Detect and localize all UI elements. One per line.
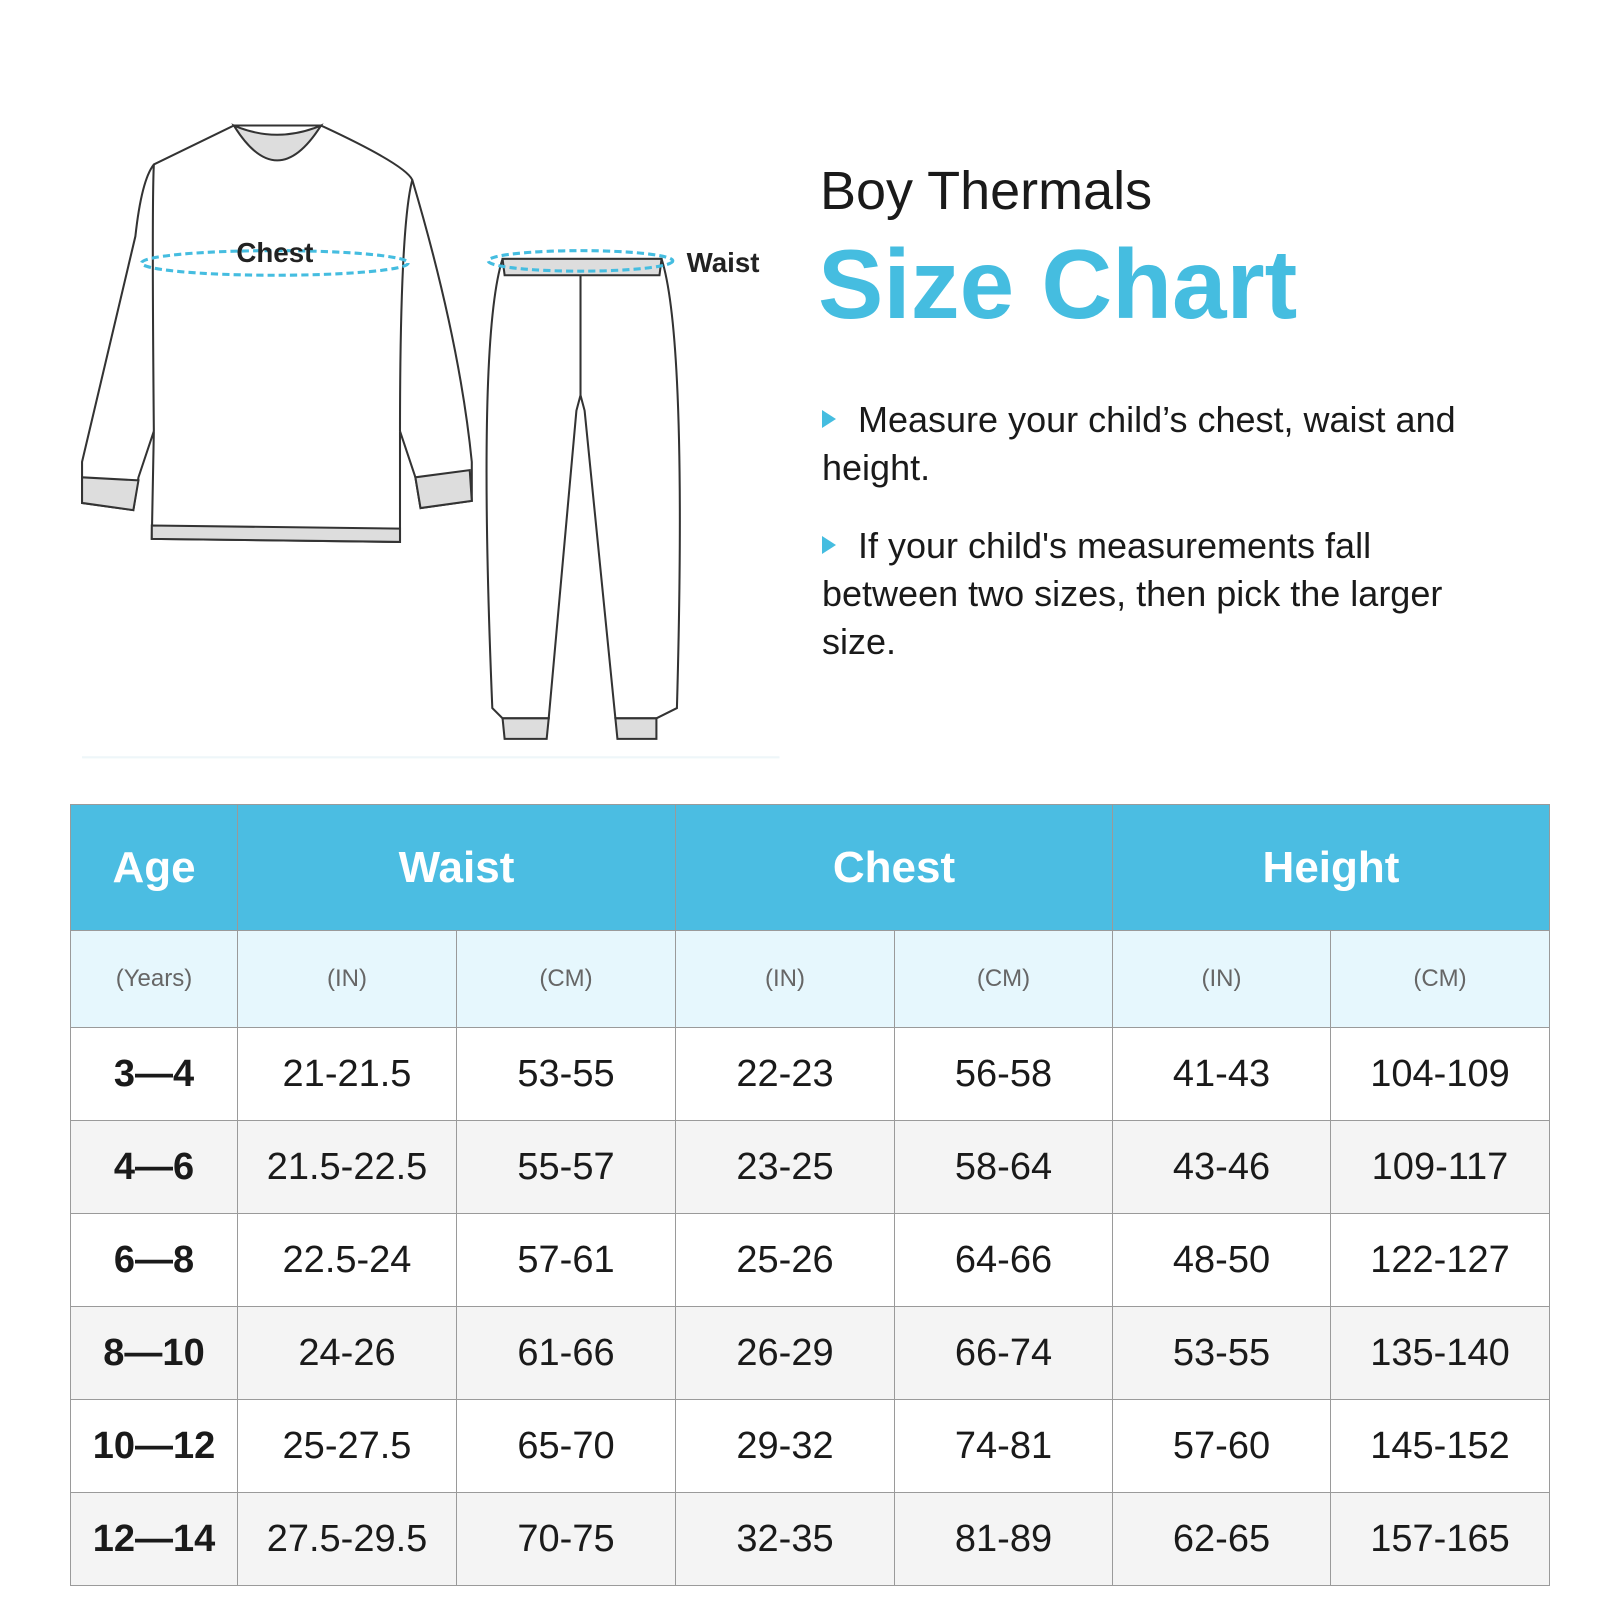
- size-cell: 21.5-22.5: [237, 1120, 457, 1214]
- age-cell: 8—10: [70, 1306, 238, 1400]
- age-cell: 10—12: [70, 1399, 238, 1493]
- header-row: Age Waist Chest Height: [70, 804, 1550, 931]
- size-cell: 27.5-29.5: [237, 1492, 457, 1586]
- age-cell: 4—6: [70, 1120, 238, 1214]
- data-row: 4—6 21.5-22.5 55-57 23-25 58-64 43-46 109-117: [70, 1120, 1550, 1214]
- age-cell: 12—14: [70, 1492, 238, 1586]
- age-cell: 3—4: [70, 1027, 238, 1121]
- size-cell: 104-109: [1330, 1027, 1550, 1121]
- size-cell: 41-43: [1112, 1027, 1331, 1121]
- size-cell: 66-74: [894, 1306, 1113, 1400]
- age-cell: 6—8: [70, 1213, 238, 1307]
- size-cell: 122-127: [1330, 1213, 1550, 1307]
- bullet-text: If your child's measurements fall betwee…: [822, 525, 1443, 662]
- size-cell: 24-26: [237, 1306, 457, 1400]
- size-cell: 61-66: [456, 1306, 676, 1400]
- illustration: Chest Waist: [81, 123, 780, 759]
- size-cell: 48-50: [1112, 1213, 1331, 1307]
- size-cell: 22-23: [675, 1027, 895, 1121]
- chest-measure: [140, 249, 410, 277]
- unit-cell: (CM): [456, 930, 676, 1028]
- data-row: 10—12 25-27.5 65-70 29-32 74-81 57-60 145-152: [70, 1399, 1550, 1493]
- bullet: If your child's measurements fall betwee…: [822, 522, 1482, 666]
- size-cell: 109-117: [1330, 1120, 1550, 1214]
- header-cell: Waist: [237, 804, 676, 931]
- title: Boy Thermals: [820, 161, 1153, 221]
- size-cell: 53-55: [1112, 1306, 1331, 1400]
- size-cell: 25-27.5: [237, 1399, 457, 1493]
- size-cell: 57-60: [1112, 1399, 1331, 1493]
- waist-measure: [486, 249, 675, 273]
- size-cell: 62-65: [1112, 1492, 1331, 1586]
- size-cell: 157-165: [1330, 1492, 1550, 1586]
- size-cell: 74-81: [894, 1399, 1113, 1493]
- size-cell: 53-55: [456, 1027, 676, 1121]
- chest-label: Chest: [236, 237, 313, 268]
- size-cell: 145-152: [1330, 1399, 1550, 1493]
- size-table: Age Waist Chest Height (Years) (IN) (CM) (IN) (C…: [70, 804, 1550, 1586]
- waist-label: Waist: [687, 247, 760, 278]
- unit-cell: (CM): [1330, 930, 1550, 1028]
- size-cell: 70-75: [456, 1492, 676, 1586]
- size-cell: 22.5-24: [237, 1213, 457, 1307]
- subtitle: Size Chart: [818, 229, 1298, 339]
- size-cell: 58-64: [894, 1120, 1113, 1214]
- size-cell: 55-57: [456, 1120, 676, 1214]
- size-cell: 57-61: [456, 1213, 676, 1307]
- size-cell: 21-21.5: [237, 1027, 457, 1121]
- unit-cell: (IN): [1112, 930, 1331, 1028]
- unit-cell: (IN): [675, 930, 895, 1028]
- size-cell: 29-32: [675, 1399, 895, 1493]
- size-cell: 81-89: [894, 1492, 1113, 1586]
- unit-cell: (Years): [70, 930, 238, 1028]
- header-cell: Height: [1112, 804, 1550, 931]
- size-cell: 32-35: [675, 1492, 895, 1586]
- header-cell: Age: [70, 804, 238, 931]
- size-cell: 26-29: [675, 1306, 895, 1400]
- bullet-icon: [822, 536, 836, 554]
- size-cell: 56-58: [894, 1027, 1113, 1121]
- bullet-icon: [822, 410, 836, 428]
- unit-row: (Years) (IN) (CM) (IN) (CM) (IN) (CM): [70, 930, 1550, 1028]
- shirt: [81, 123, 473, 543]
- header-cell: Chest: [675, 804, 1113, 931]
- data-row: 6—8 22.5-24 57-61 25-26 64-66 48-50 122-127: [70, 1213, 1550, 1307]
- bullet: Measure your child’s chest, waist and he…: [822, 396, 1482, 492]
- bullet-text: Measure your child’s chest, waist and he…: [822, 399, 1456, 488]
- size-cell: 64-66: [894, 1213, 1113, 1307]
- data-row: 12—14 27.5-29.5 70-75 32-35 81-89 62-65 157-16…: [70, 1492, 1550, 1586]
- size-cell: 43-46: [1112, 1120, 1331, 1214]
- unit-cell: (CM): [894, 930, 1113, 1028]
- size-cell: 23-25: [675, 1120, 895, 1214]
- size-cell: 65-70: [456, 1399, 676, 1493]
- size-cell: 135-140: [1330, 1306, 1550, 1400]
- data-row: 8—10 24-26 61-66 26-29 66-74 53-55 135-140: [70, 1306, 1550, 1400]
- pants: [485, 257, 681, 740]
- size-cell: 25-26: [675, 1213, 895, 1307]
- unit-cell: (IN): [237, 930, 457, 1028]
- data-row: 3—4 21-21.5 53-55 22-23 56-58 41-43 104-109: [70, 1027, 1550, 1121]
